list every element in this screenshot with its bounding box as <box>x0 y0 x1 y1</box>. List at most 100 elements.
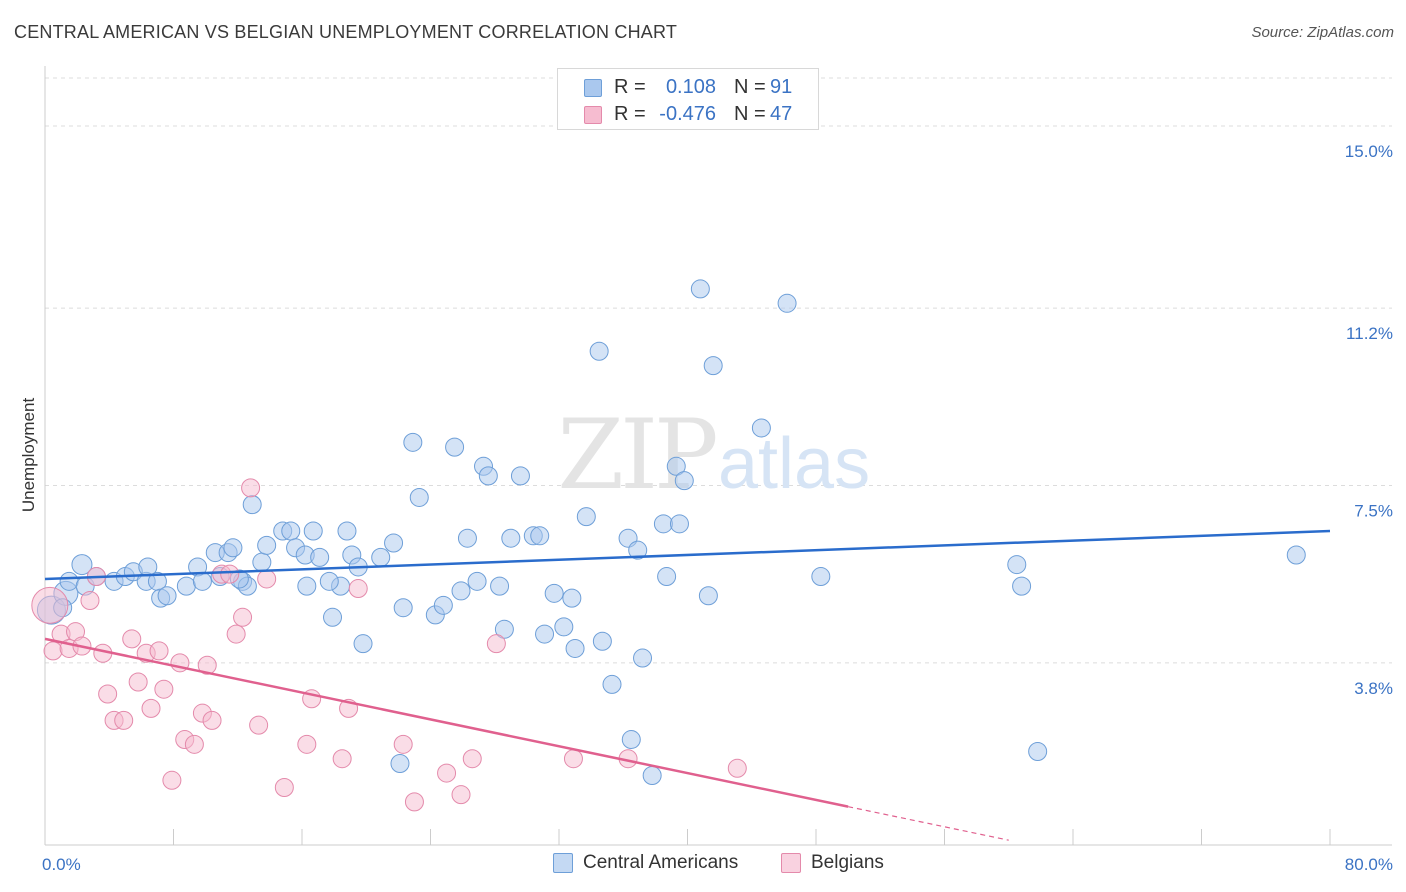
belgian-point <box>141 698 161 718</box>
belgian-point <box>98 684 118 704</box>
legend-label: Belgians <box>811 852 884 873</box>
belgian-point <box>727 758 747 778</box>
belgian-point <box>184 734 204 754</box>
belgian-point <box>249 715 269 735</box>
belgian-point <box>80 591 100 611</box>
central-american-point <box>71 554 93 576</box>
central-american-point <box>576 507 596 527</box>
belgian-point <box>241 478 261 498</box>
central-american-point <box>457 528 477 548</box>
central-american-point <box>323 607 343 627</box>
central-american-point <box>1007 555 1027 575</box>
central-american-point <box>674 471 694 491</box>
x-tick-label: 0.0% <box>42 855 81 874</box>
central-american-point <box>657 567 677 587</box>
watermark: ZIP atlas <box>557 399 870 511</box>
belgian-point <box>197 655 217 675</box>
central-american-point <box>409 487 429 507</box>
central-american-point <box>1028 742 1048 762</box>
central-american-point <box>467 571 487 591</box>
blue-swatch-icon <box>584 79 602 97</box>
belgian-point <box>233 607 253 627</box>
pink-swatch-icon <box>781 853 801 873</box>
stats-legend: R = 0.108 N = 91 R = -0.476 N = 47 <box>557 68 819 130</box>
central-american-point <box>589 341 609 361</box>
y-tick-label: 15.0% <box>1345 142 1393 161</box>
r-value: 0.108 <box>665 76 716 98</box>
central-american-point <box>494 619 514 639</box>
central-american-point <box>310 547 330 567</box>
central-american-point <box>303 521 323 541</box>
central-american-point <box>703 356 723 376</box>
axis-labels: 3.8% 7.5% 11.2% 15.0% 0.0% 80.0% <box>42 142 1393 874</box>
y-axis-title: Unemployment <box>19 398 38 513</box>
central-american-point <box>1012 576 1032 596</box>
pink-swatch-icon <box>584 106 602 124</box>
central-american-point <box>544 583 564 603</box>
blue-swatch-icon <box>553 853 573 873</box>
central-american-point <box>777 293 797 313</box>
n-value: 91 <box>770 76 793 98</box>
belgian-point <box>393 734 413 754</box>
belgian-point <box>437 763 457 783</box>
central-american-point <box>666 456 686 476</box>
central-american-point <box>390 754 410 774</box>
n-label: N = <box>734 76 766 98</box>
belgian-point <box>257 569 277 589</box>
belgians-points <box>31 478 747 812</box>
belgian-point <box>348 579 368 599</box>
n-value: 47 <box>770 103 793 125</box>
belgian-point <box>122 629 142 649</box>
belgian-point <box>154 679 174 699</box>
r-value: -0.476 <box>659 103 716 125</box>
r-label: R = <box>614 103 646 125</box>
central-american-point <box>554 617 574 637</box>
central-american-point <box>319 571 339 591</box>
belgian-point <box>462 749 482 769</box>
central-american-point <box>337 521 357 541</box>
belgian-point <box>202 710 222 730</box>
belgian-point <box>149 641 169 661</box>
central-american-point <box>698 586 718 606</box>
central-american-point <box>1286 545 1306 565</box>
central-americans-trend <box>44 529 1331 581</box>
central-american-point <box>393 598 413 618</box>
central-american-point <box>281 521 301 541</box>
belgian-point <box>43 641 63 661</box>
central-american-point <box>602 674 622 694</box>
central-american-point <box>562 588 582 608</box>
trend-lines <box>44 529 1331 841</box>
central-american-point <box>192 571 212 591</box>
central-american-point <box>592 631 612 651</box>
belgian-point <box>332 749 352 769</box>
y-tick-label: 11.2% <box>1346 324 1393 343</box>
central-american-point <box>811 567 831 587</box>
central-american-point <box>445 437 465 457</box>
belgian-point <box>563 749 583 769</box>
legend-label: Central Americans <box>583 852 739 873</box>
central-american-point <box>530 526 550 546</box>
central-american-point <box>633 648 653 668</box>
chart-title: CENTRAL AMERICAN VS BELGIAN UNEMPLOYMENT… <box>14 22 678 42</box>
central-american-point <box>257 535 277 555</box>
source-label: Source: ZipAtlas.com <box>1251 24 1394 41</box>
central-american-point <box>669 514 689 534</box>
central-americans-points <box>36 279 1306 785</box>
central-american-point <box>478 466 498 486</box>
central-american-point <box>176 576 196 596</box>
central-american-point <box>690 279 710 299</box>
central-american-point <box>653 514 673 534</box>
belgian-point <box>31 586 69 624</box>
belgian-point <box>220 564 240 584</box>
central-american-point <box>252 552 272 572</box>
belgian-point <box>297 734 317 754</box>
central-american-point <box>353 634 373 654</box>
n-label: N = <box>734 103 766 125</box>
central-american-point <box>621 730 641 750</box>
r-label: R = <box>614 76 646 98</box>
central-american-point <box>157 586 177 606</box>
belgian-point <box>274 777 294 797</box>
central-american-point <box>501 528 521 548</box>
central-american-point <box>384 533 404 553</box>
